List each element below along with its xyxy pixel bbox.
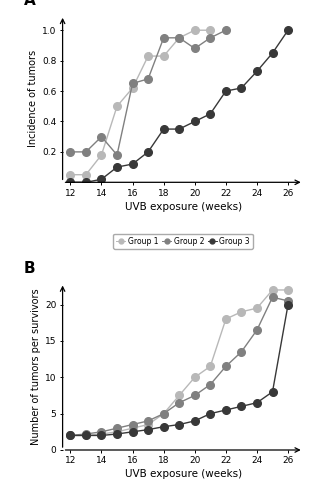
Y-axis label: Incidence of tumors: Incidence of tumors: [28, 50, 38, 147]
Y-axis label: Number of tumors per survivors: Number of tumors per survivors: [31, 288, 41, 444]
Text: A: A: [24, 0, 36, 8]
Text: B: B: [24, 261, 36, 276]
X-axis label: UVB exposure (weeks): UVB exposure (weeks): [125, 202, 242, 211]
X-axis label: UVB exposure (weeks): UVB exposure (weeks): [125, 470, 242, 480]
Legend: Group 1, Group 2, Group 3: Group 1, Group 2, Group 3: [113, 234, 253, 249]
